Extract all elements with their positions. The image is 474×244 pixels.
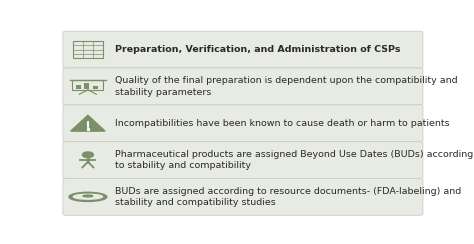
Ellipse shape [73, 194, 102, 199]
FancyBboxPatch shape [75, 85, 81, 89]
FancyBboxPatch shape [84, 83, 90, 89]
Circle shape [82, 152, 93, 158]
Text: Pharmaceutical products are assigned Beyond Use Dates (BUDs) according
to stabil: Pharmaceutical products are assigned Bey… [116, 150, 474, 170]
FancyBboxPatch shape [63, 178, 423, 215]
FancyBboxPatch shape [63, 142, 423, 178]
Ellipse shape [69, 192, 107, 202]
Text: Incompatibilities have been known to cause death or harm to patients: Incompatibilities have been known to cau… [116, 119, 450, 128]
Ellipse shape [83, 195, 93, 197]
FancyBboxPatch shape [93, 86, 98, 89]
Text: BUDs are assigned according to resource documents- (FDA-labeling) and
stability : BUDs are assigned according to resource … [116, 187, 462, 207]
FancyBboxPatch shape [63, 68, 423, 105]
FancyBboxPatch shape [63, 105, 423, 142]
FancyBboxPatch shape [63, 31, 423, 68]
Text: Quality of the final preparation is dependent upon the compatibility and
stabili: Quality of the final preparation is depe… [116, 76, 458, 97]
Text: Preparation, Verification, and Administration of CSPs: Preparation, Verification, and Administr… [116, 45, 401, 54]
Polygon shape [71, 115, 105, 131]
